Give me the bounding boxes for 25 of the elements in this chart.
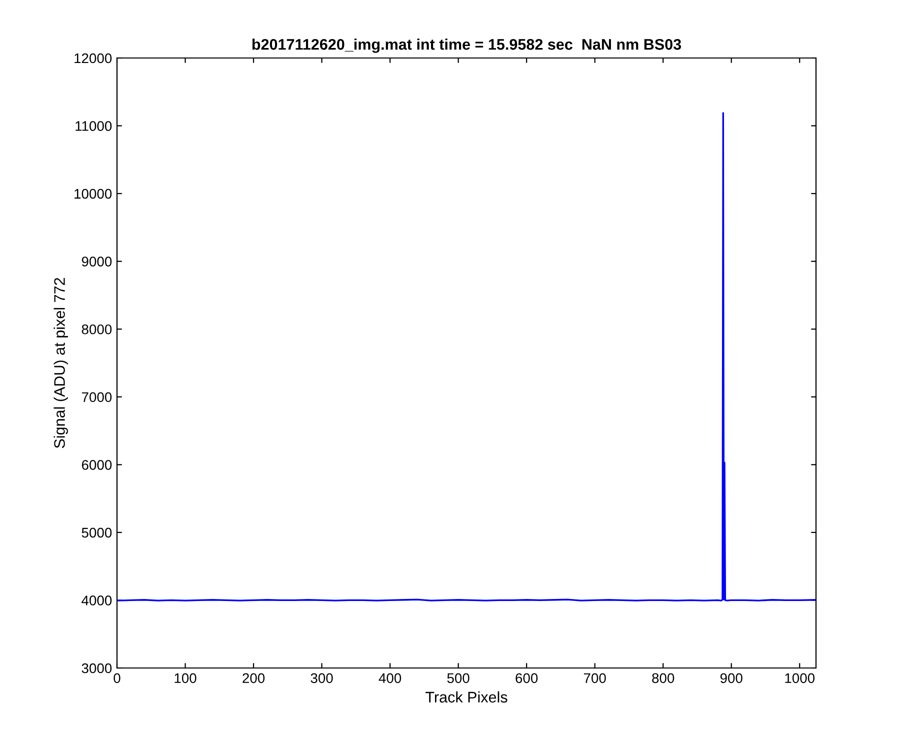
line-series bbox=[117, 112, 816, 602]
x-tick-label: 200 bbox=[242, 673, 265, 684]
x-tick-label: 500 bbox=[447, 673, 470, 684]
x-tick-label: 1000 bbox=[785, 673, 815, 684]
y-axis-title: Signal (ADU) at pixel 772 bbox=[54, 278, 68, 448]
y-tick-label: 5000 bbox=[82, 528, 112, 538]
chart-title: b2017112620_img.mat int time = 15.9582 sec NaN nm BS03 bbox=[252, 38, 682, 53]
x-tick-label: 900 bbox=[720, 673, 742, 684]
x-tick-label: 600 bbox=[516, 673, 538, 684]
y-tick-label: 7000 bbox=[82, 392, 112, 402]
x-tick-label: 0 bbox=[114, 673, 120, 684]
x-tick-label: 300 bbox=[310, 673, 333, 684]
y-tick-label: 8000 bbox=[82, 324, 112, 334]
y-tick-label: 11000 bbox=[76, 121, 112, 131]
y-tick-label: 4000 bbox=[82, 596, 112, 606]
y-tick-label: 12000 bbox=[74, 53, 112, 64]
x-axis-title: Track Pixels bbox=[426, 691, 508, 703]
y-tick-label: 6000 bbox=[82, 460, 112, 470]
y-tick-label: 10000 bbox=[74, 188, 112, 199]
y-tick-label: 3000 bbox=[82, 663, 112, 674]
x-tick-label: 800 bbox=[652, 673, 674, 684]
y-tick-label: 9000 bbox=[82, 256, 112, 267]
x-tick-label: 700 bbox=[584, 673, 606, 684]
x-tick-label: 100 bbox=[174, 673, 196, 684]
x-tick-label: 400 bbox=[378, 673, 402, 684]
